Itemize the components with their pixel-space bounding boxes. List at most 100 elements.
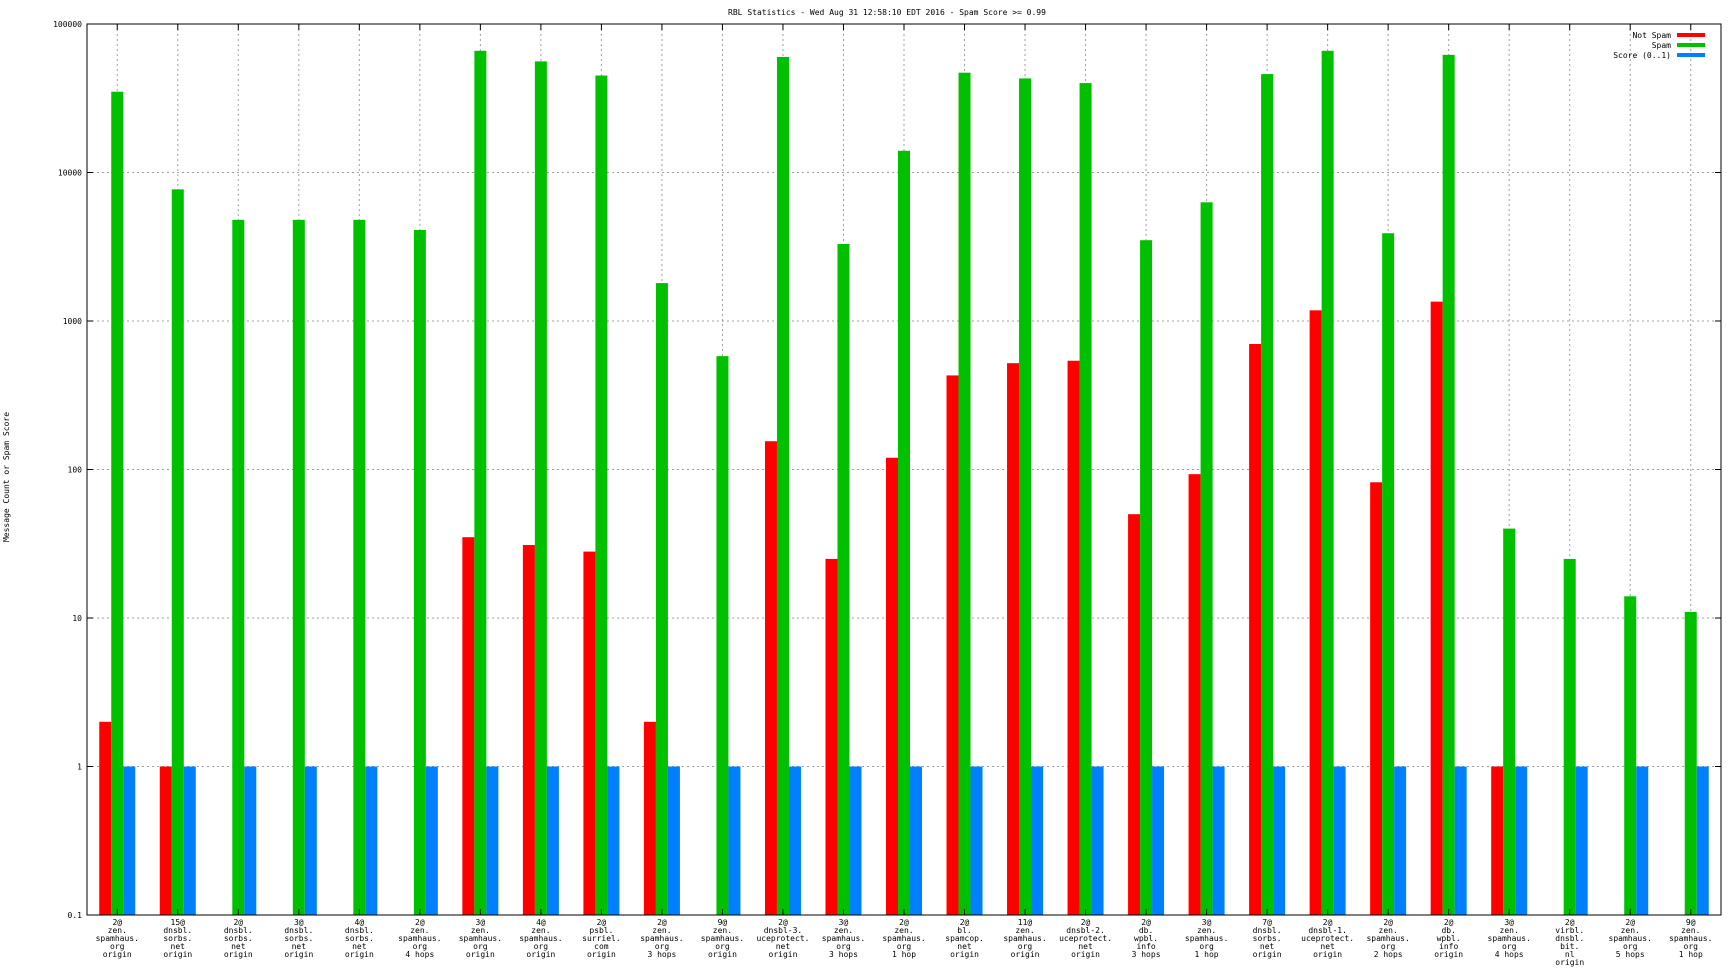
- x-tick-label: zen.: [894, 926, 913, 935]
- x-tick-label: 2@: [1081, 918, 1091, 927]
- bar-score-0-1: [1636, 766, 1649, 915]
- bar-score-0-1: [183, 766, 196, 915]
- x-tick-label: 9@: [1686, 918, 1696, 927]
- x-tick-label: dnsbl.: [1555, 934, 1584, 943]
- x-tick-label: 11@: [1018, 918, 1033, 927]
- legend-label: Spam: [1652, 41, 1671, 50]
- x-tick-label: dnsbl-1.: [1308, 926, 1347, 935]
- bar-score-0-1: [788, 766, 801, 915]
- y-tick-label: 100: [68, 466, 83, 475]
- bar-score-0-1: [1394, 766, 1407, 915]
- x-tick-label: org: [110, 942, 125, 951]
- bar-not-spam: [583, 551, 596, 915]
- bar-score-0-1: [1696, 766, 1709, 915]
- x-tick-label: sorbs.: [224, 934, 253, 943]
- x-tick-label: dnsbl-3.: [764, 926, 803, 935]
- x-tick-label: spamhaus.: [882, 934, 925, 943]
- x-tick-label: origin: [345, 950, 374, 959]
- legend-label: Not Spam: [1632, 31, 1671, 40]
- x-tick-label: net: [1260, 942, 1275, 951]
- x-tick-label: 2@: [415, 918, 425, 927]
- x-tick-label: zen.: [1500, 926, 1519, 935]
- x-tick-label: 2@: [112, 918, 122, 927]
- bar-not-spam: [99, 721, 112, 915]
- bar-spam: [1321, 50, 1334, 915]
- x-tick-label: com: [594, 942, 609, 951]
- x-tick-label: 2@: [899, 918, 909, 927]
- x-tick-label: 2@: [1383, 918, 1393, 927]
- bar-score-0-1: [1152, 766, 1165, 915]
- x-tick-label: net: [1078, 942, 1093, 951]
- bar-not-spam: [1067, 360, 1080, 916]
- bar-score-0-1: [425, 766, 438, 915]
- x-tick-label: origin: [950, 950, 979, 959]
- x-tick-label: spamhaus.: [398, 934, 441, 943]
- bar-score-0-1: [970, 766, 983, 915]
- x-tick-label: spamhaus.: [1488, 934, 1531, 943]
- bar-not-spam: [643, 721, 656, 915]
- y-tick-label: 1000: [63, 317, 82, 326]
- x-tick-label: org: [655, 942, 670, 951]
- x-tick-label: 2@: [1444, 918, 1454, 927]
- x-tick-label: spamhaus.: [96, 934, 139, 943]
- x-tick-label: 4@: [536, 918, 546, 927]
- bar-spam: [716, 356, 729, 915]
- y-tick-label: 1: [77, 763, 82, 772]
- bar-score-0-1: [365, 766, 378, 915]
- bar-not-spam: [1188, 474, 1201, 915]
- x-tick-label: 15@: [171, 918, 186, 927]
- x-tick-label: net: [231, 942, 246, 951]
- x-tick-label: info: [1136, 942, 1155, 951]
- x-tick-label: zen.: [410, 926, 429, 935]
- y-tick-label: 10000: [58, 169, 82, 178]
- x-tick-label: 3@: [476, 918, 486, 927]
- x-tick-label: origin: [526, 950, 555, 959]
- x-tick-label: 5 hops: [1616, 950, 1645, 959]
- bar-spam: [474, 50, 487, 915]
- bar-spam: [898, 150, 910, 915]
- x-tick-label: zen.: [471, 926, 490, 935]
- x-tick-label: origin: [1071, 950, 1100, 959]
- x-tick-label: 3 hops: [647, 950, 676, 959]
- bar-spam: [171, 189, 184, 915]
- x-tick-label: org: [1684, 942, 1699, 951]
- x-tick-label: dnsbl-2.: [1066, 926, 1105, 935]
- x-tick-label: sorbs.: [345, 934, 374, 943]
- legend-swatch: [1677, 53, 1705, 57]
- x-tick-label: org: [715, 942, 730, 951]
- x-tick-label: dnsbl.: [284, 926, 313, 935]
- x-tick-label: bit.: [1560, 942, 1579, 951]
- x-tick-label: spamcop.: [945, 934, 984, 943]
- bar-score-0-1: [667, 766, 680, 915]
- x-tick-label: spamhaus.: [822, 934, 865, 943]
- y-axis-label: Message Count or Spam Score: [2, 412, 11, 542]
- bar-not-spam: [1007, 363, 1020, 916]
- bar-spam: [1563, 558, 1576, 915]
- x-tick-label: 3 hops: [1132, 950, 1161, 959]
- x-tick-label: origin: [163, 950, 192, 959]
- x-tick-label: info: [1439, 942, 1458, 951]
- x-tick-label: 7@: [1262, 918, 1272, 927]
- x-tick-label: dnsbl.: [163, 926, 192, 935]
- x-tick-label: zen.: [1681, 926, 1700, 935]
- bar-spam: [837, 244, 850, 916]
- x-tick-label: zen.: [108, 926, 127, 935]
- x-tick-label: 2 hops: [1374, 950, 1403, 959]
- bar-not-spam: [1309, 310, 1322, 915]
- x-tick-label: bl.: [957, 926, 971, 935]
- x-tick-label: origin: [466, 950, 495, 959]
- bar-not-spam: [1249, 344, 1262, 915]
- bar-score-0-1: [1575, 766, 1588, 915]
- x-tick-label: org: [1623, 942, 1638, 951]
- bar-not-spam: [764, 441, 777, 915]
- bar-score-0-1: [1273, 766, 1286, 915]
- y-tick-label: 10: [72, 614, 82, 623]
- x-tick-label: uceprotect.: [756, 934, 809, 943]
- bar-not-spam: [946, 375, 959, 915]
- bar-spam: [1019, 78, 1032, 915]
- x-tick-label: zen.: [1379, 926, 1398, 935]
- bar-spam: [1442, 54, 1455, 915]
- x-tick-label: origin: [1011, 950, 1040, 959]
- bar-score-0-1: [910, 766, 922, 915]
- bar-spam: [776, 56, 789, 916]
